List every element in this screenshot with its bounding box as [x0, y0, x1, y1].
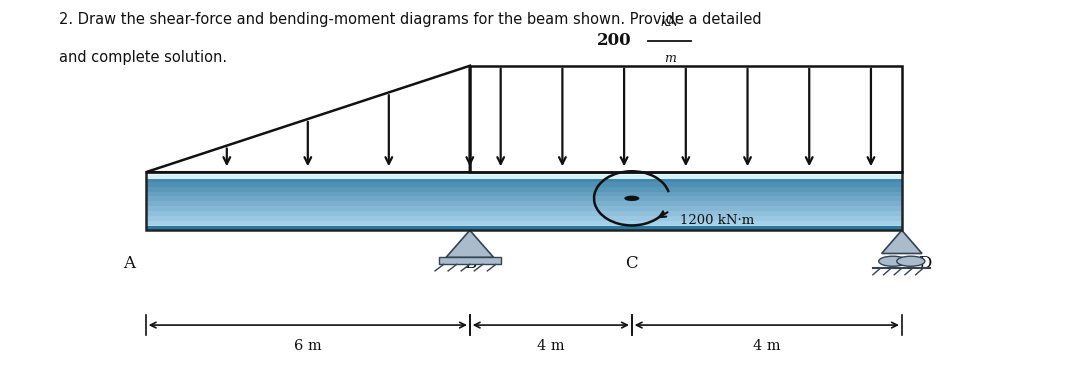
Bar	[146, 192, 902, 197]
Text: 6 m: 6 m	[294, 339, 322, 353]
Text: B: B	[463, 255, 476, 272]
Text: D: D	[918, 255, 931, 272]
Circle shape	[879, 256, 907, 266]
Polygon shape	[446, 230, 494, 257]
Bar	[146, 172, 902, 230]
Bar	[438, 257, 501, 264]
Text: C: C	[625, 255, 638, 272]
Circle shape	[896, 256, 924, 266]
Text: 4 m: 4 m	[753, 339, 781, 353]
Bar	[146, 221, 902, 225]
Bar	[146, 226, 902, 230]
Text: 200: 200	[597, 32, 632, 49]
Bar	[146, 173, 902, 175]
Bar	[146, 173, 902, 179]
Polygon shape	[881, 230, 922, 253]
Bar	[146, 187, 902, 192]
Text: kN: kN	[660, 16, 679, 29]
Bar	[146, 225, 902, 230]
Circle shape	[624, 196, 639, 201]
Bar	[146, 177, 902, 182]
Text: A: A	[123, 255, 135, 272]
Text: 2. Draw the shear-force and bending-moment diagrams for the beam shown. Provide : 2. Draw the shear-force and bending-mome…	[59, 12, 762, 27]
Text: 4 m: 4 m	[537, 339, 565, 353]
Bar	[146, 216, 902, 221]
Text: and complete solution.: and complete solution.	[59, 50, 228, 65]
Bar	[146, 201, 902, 206]
Bar	[146, 211, 902, 216]
Bar	[146, 182, 902, 187]
Text: 1200 kN·m: 1200 kN·m	[680, 214, 755, 227]
Bar	[146, 172, 902, 177]
Text: m: m	[664, 52, 675, 65]
Bar	[146, 197, 902, 201]
Bar	[146, 206, 902, 211]
